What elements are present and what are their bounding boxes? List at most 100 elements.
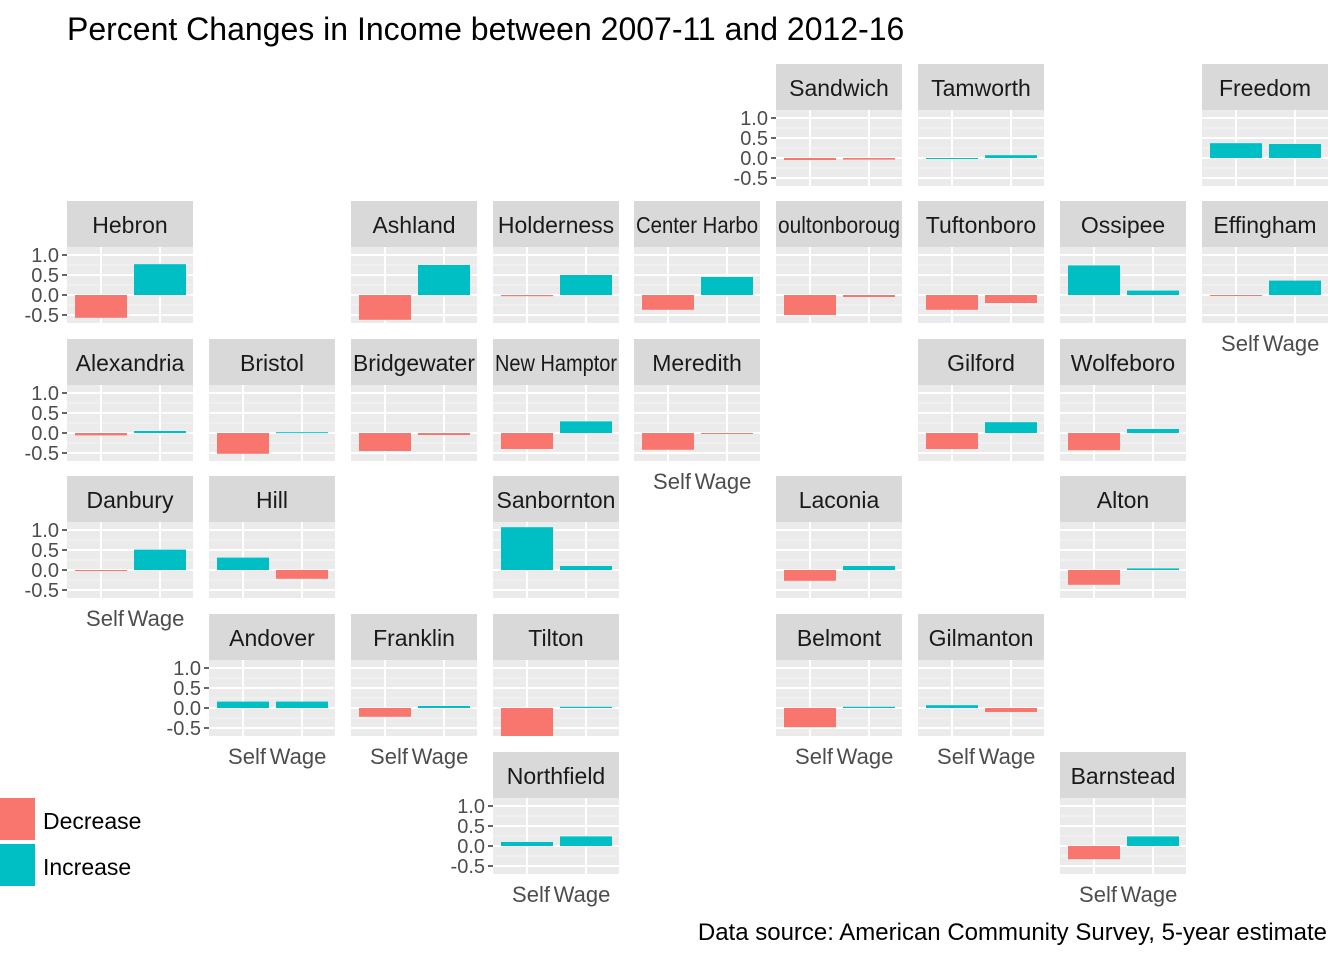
facet-title: Franklin (373, 625, 455, 651)
x-tick-label: Wage (979, 744, 1036, 769)
bar-sanbornton-self (501, 527, 553, 570)
y-tick-label: 1.0 (31, 383, 59, 405)
x-tick-label: Wage (412, 744, 469, 769)
facet-title: New Hamptor (495, 350, 617, 376)
y-tick-label: 0.5 (173, 678, 201, 700)
bar-danbury-wage (134, 549, 186, 570)
bar-moultonborough-self (784, 295, 836, 315)
bar-hebron-self (75, 295, 127, 318)
facet-panel-bridgewater: Bridgewater (351, 339, 477, 461)
x-tick-label: Wage (270, 744, 327, 769)
facet-title: Gilmanton (929, 625, 1034, 651)
chart-caption: Data source: American Community Survey, … (698, 919, 1327, 946)
facet-strip (67, 201, 193, 247)
facet-title: Wolfeboro (1071, 350, 1175, 376)
x-tick-label: Wage (1263, 331, 1320, 356)
bar-bristol-self (217, 433, 269, 454)
facet-panel-gilford: Gilford (918, 339, 1044, 461)
chart-title: Percent Changes in Income between 2007-1… (67, 11, 904, 47)
facet-strip (1202, 201, 1328, 247)
facet-strip (918, 201, 1044, 247)
bar-holderness-self (501, 295, 553, 297)
facet-panel-tamworth: Tamworth (918, 64, 1044, 186)
y-tick-label: -0.5 (451, 856, 485, 878)
bar-franklin-wage (418, 706, 470, 708)
bar-meredith-wage (701, 433, 753, 434)
bar-alton-wage (1127, 568, 1179, 570)
bar-andover-wage (276, 701, 328, 708)
facet-title: Barnstead (1071, 763, 1176, 789)
facet-panel-tilton: Tilton (493, 614, 619, 736)
facet-panel-belmont: Belmont Self Wage (776, 614, 902, 769)
facet-strip (1060, 201, 1186, 247)
facet-panel-new-hampton: New Hamptor (493, 339, 619, 461)
facet-title: Center Harbo (636, 212, 758, 238)
bar-barnstead-wage (1127, 836, 1179, 846)
bar-holderness-wage (560, 275, 612, 295)
y-tick-label: 1.0 (31, 245, 59, 267)
facet-strip (634, 201, 760, 247)
y-tick-label: 0.0 (31, 560, 59, 582)
y-tick-label: 0.0 (31, 285, 59, 307)
x-tick-label: Self (512, 882, 551, 907)
facet-panel-northfield: Northfield 1.00.50.0-0.5 Self Wage (451, 752, 619, 907)
bar-franklin-self (359, 708, 411, 717)
y-tick-label: 1.0 (31, 520, 59, 542)
facet-strip (776, 64, 902, 110)
facet-panel-moultonborough: oultonboroug (776, 201, 902, 323)
bar-bristol-wage (276, 432, 328, 434)
facet-title: Laconia (799, 487, 880, 513)
facet-strip (493, 614, 619, 660)
facet-panel-ossipee: Ossipee (1060, 201, 1186, 323)
facet-strip (67, 339, 193, 385)
facet-strip (351, 614, 477, 660)
y-tick-label: -0.5 (25, 443, 59, 465)
facet-panel-holderness: Holderness (493, 201, 619, 323)
bar-effingham-wage (1269, 280, 1321, 295)
facet-panel-gilmanton: Gilmanton Self Wage (918, 614, 1044, 769)
bar-ashland-self (359, 295, 411, 320)
bar-laconia-wage (843, 566, 895, 570)
bar-tamworth-wage (985, 155, 1037, 158)
bar-northfield-wage (560, 836, 612, 846)
x-tick-label: Self (370, 744, 409, 769)
y-tick-label: 1.0 (173, 658, 201, 680)
facet-title: Alton (1097, 487, 1149, 513)
bar-tilton-self (501, 708, 553, 736)
facet-panel-bristol: Bristol (209, 339, 335, 461)
facet-panel-hill: Hill (209, 476, 335, 598)
facet-strip (67, 476, 193, 522)
bar-alexandria-wage (134, 431, 186, 433)
bar-new-hampton-self (501, 433, 553, 449)
facet-panel-tuftonboro: Tuftonboro (918, 201, 1044, 323)
facet-panel-barnstead: Barnstead Self Wage (1060, 752, 1186, 907)
facet-title: Bridgewater (353, 350, 475, 376)
bar-ossipee-self (1068, 265, 1120, 295)
facet-title: Alexandria (76, 350, 185, 376)
bar-sandwich-self (784, 158, 836, 160)
bar-tuftonboro-self (926, 295, 978, 310)
facet-panel-andover: Andover 1.00.50.0-0.5 Self Wage (167, 614, 335, 769)
y-tick-label: 0.0 (740, 148, 768, 170)
facet-title: Holderness (498, 212, 614, 238)
facet-strip (493, 752, 619, 798)
facet-panel-freedom: Freedom (1202, 64, 1328, 186)
facet-panel-alexandria: Alexandria 1.00.50.0-0.5 (25, 339, 193, 465)
bar-gilmanton-wage (985, 708, 1037, 712)
y-tick-label: 0.0 (457, 836, 485, 858)
facet-strip (1060, 339, 1186, 385)
bar-belmont-wage (843, 706, 895, 708)
bar-tuftonboro-wage (985, 295, 1037, 303)
y-tick-label: 0.5 (457, 816, 485, 838)
x-tick-label: Self (653, 469, 692, 494)
facet-strip (776, 201, 902, 247)
facet-title: Ossipee (1081, 212, 1165, 238)
facet-title: Belmont (797, 625, 882, 651)
facet-panel-wolfeboro: Wolfeboro (1060, 339, 1186, 461)
bar-northfield-self (501, 842, 553, 846)
legend-key-increase (0, 844, 35, 886)
facet-title: Bristol (240, 350, 304, 376)
y-tick-label: 0.0 (173, 698, 201, 720)
x-tick-label: Wage (554, 882, 611, 907)
bar-center-harbor-wage (701, 277, 753, 295)
